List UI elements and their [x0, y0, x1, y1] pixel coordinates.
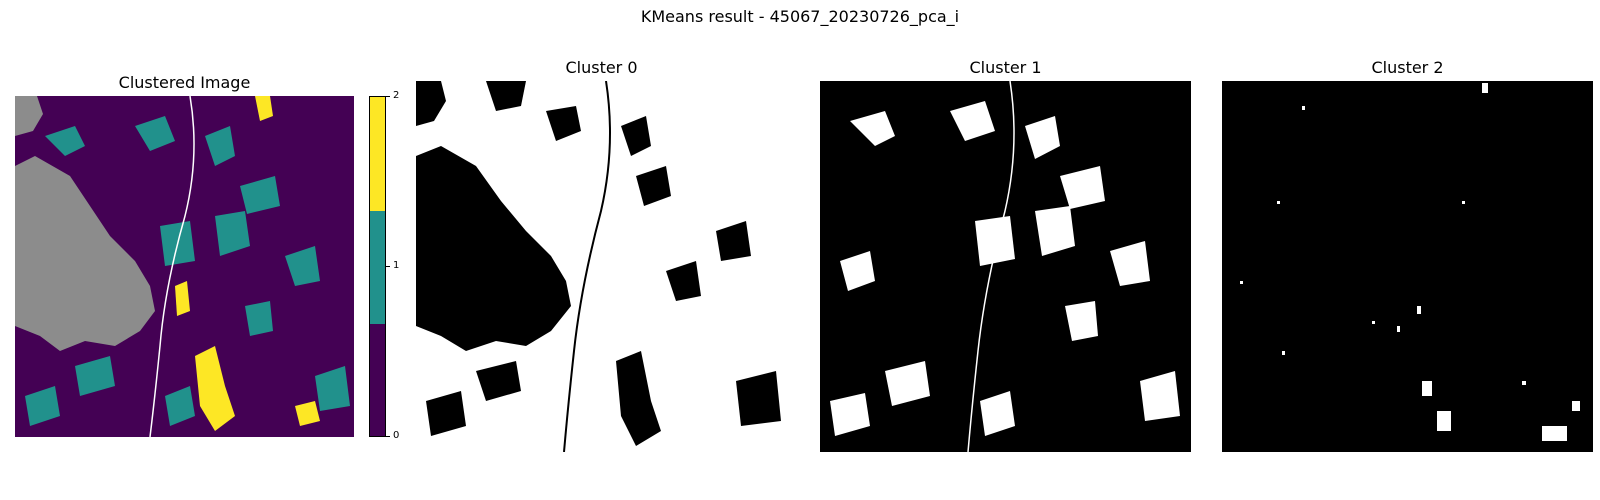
colorbar-label-2: 2 — [393, 90, 400, 101]
colorbar-tick-2 — [386, 96, 390, 97]
figure-title: KMeans result - 45067_20230726_pca_i — [640, 7, 960, 26]
colorbar-segment-1 — [370, 211, 385, 324]
colorbar-label-1: 1 — [393, 260, 400, 271]
cluster-2-title: Cluster 2 — [1371, 58, 1444, 77]
colorbar-segment-2 — [370, 97, 385, 211]
clustered-image — [15, 96, 354, 437]
colorbar-segment-0 — [370, 324, 385, 436]
colorbar-tick-0 — [386, 436, 390, 437]
colorbar — [369, 96, 386, 437]
cluster-1-mask — [820, 81, 1191, 452]
clustered-image-title: Clustered Image — [118, 73, 251, 92]
colorbar-tick-1 — [386, 266, 390, 267]
cluster-0-title: Cluster 0 — [565, 58, 638, 77]
cluster-1-title: Cluster 1 — [969, 58, 1042, 77]
cluster-2-mask — [1222, 81, 1593, 452]
colorbar-label-0: 0 — [393, 430, 400, 441]
cluster-0-mask — [416, 81, 787, 452]
